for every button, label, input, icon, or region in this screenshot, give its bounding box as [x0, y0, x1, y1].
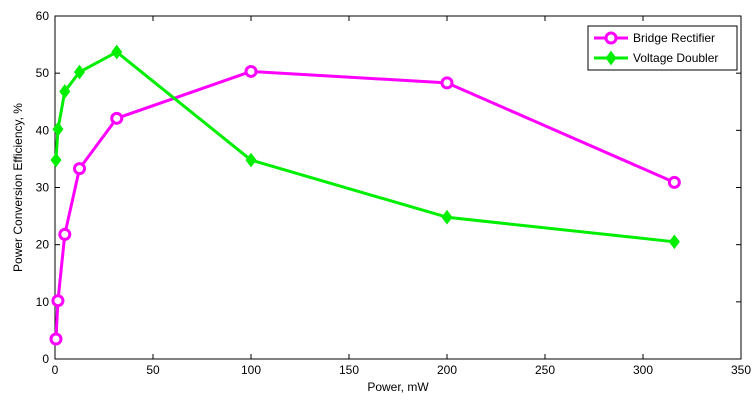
series-1-point-0 [50, 152, 62, 168]
series-line-1 [54, 50, 675, 244]
legend-label-1: Voltage Doubler [633, 51, 718, 65]
y-axis-label: Power Conversion Efficiency, % [11, 103, 25, 272]
series-1-point-2 [59, 84, 71, 99]
x-tick-label-0: 0 [52, 363, 59, 377]
y-tick-label-2: 20 [36, 238, 50, 252]
y-tick-label-0: 0 [42, 352, 49, 366]
x-tick-label-5: 250 [535, 363, 555, 377]
series-0-point-5 [244, 64, 258, 78]
series-1-point-1 [52, 121, 64, 137]
x-tick-label-3: 150 [339, 363, 359, 377]
series-line-0 [54, 69, 675, 340]
series-0 [49, 64, 681, 346]
x-axis-label: Power, mW [367, 380, 429, 394]
y-axis-ticks: 0 10 20 30 40 50 60 [36, 9, 741, 366]
y-tick-label-1: 10 [36, 295, 50, 309]
legend: Bridge Rectifier Voltage Doubler [587, 25, 738, 71]
x-tick-label-7: 350 [731, 363, 751, 377]
x-tick-label-4: 200 [437, 363, 457, 377]
plot-background [55, 16, 741, 359]
series-1-point-7 [668, 234, 680, 250]
series-0-point-7 [667, 175, 681, 189]
legend-label-0: Bridge Rectifier [633, 31, 715, 45]
series-0-point-6 [440, 76, 454, 90]
y-tick-label-6: 60 [36, 9, 50, 23]
x-tick-label-2: 100 [241, 363, 261, 377]
series-0-point-4 [110, 111, 124, 125]
series-1-point-3 [74, 64, 85, 80]
series-1-point-4 [111, 44, 123, 60]
series-0-point-1 [51, 294, 65, 308]
y-tick-label-4: 40 [36, 123, 50, 137]
series-layer [49, 44, 681, 346]
series-0-point-2 [58, 227, 72, 241]
series-0-point-0 [49, 332, 63, 346]
x-tick-label-6: 300 [633, 363, 653, 377]
legend-entry-1: Voltage Doubler [594, 50, 718, 66]
x-tick-label-1: 50 [146, 363, 160, 377]
legend-marker-1 [605, 50, 617, 66]
plot-frame [54, 15, 742, 360]
series-1-point-6 [441, 209, 453, 225]
y-tick-label-3: 30 [36, 181, 50, 195]
series-1-point-5 [245, 152, 257, 168]
legend-entry-0: Bridge Rectifier [594, 31, 715, 45]
legend-marker-0 [604, 31, 618, 45]
y-tick-label-5: 50 [36, 66, 50, 80]
x-axis-ticks: 0 50 100 150 200 250 300 350 [52, 16, 751, 377]
series-1 [50, 44, 680, 250]
series-0-point-3 [73, 162, 86, 176]
